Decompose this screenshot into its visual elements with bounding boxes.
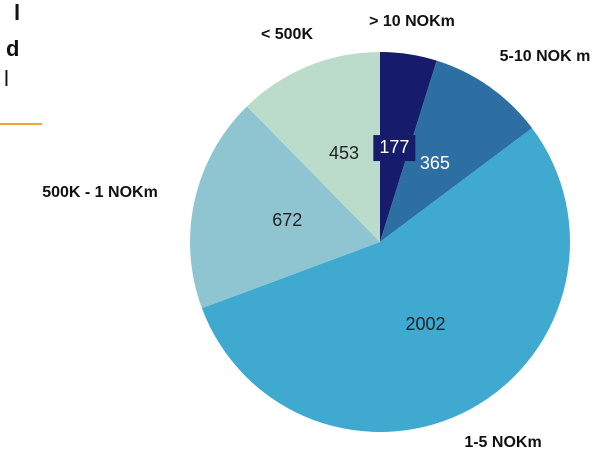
side-title-line: l — [14, 0, 20, 25]
value-label: 2002 — [405, 314, 445, 334]
value-label: 453 — [329, 143, 359, 163]
pie-slice — [190, 106, 380, 309]
category-label: > 10 NOKm — [369, 13, 455, 30]
value-label: 672 — [272, 210, 302, 230]
category-label: 5-10 NOK m — [500, 48, 591, 65]
category-label: 500K - 1 NOKm — [42, 184, 158, 201]
pie-slice — [380, 60, 533, 242]
side-title-line: l — [4, 66, 9, 91]
pie-slice — [201, 128, 570, 432]
value-label-box — [373, 135, 416, 162]
value-label: 365 — [420, 153, 450, 173]
value-label: 177 — [379, 137, 409, 157]
side-title-line: d — [6, 36, 19, 61]
category-label: < 500K — [261, 26, 313, 43]
pie-slice — [246, 52, 380, 242]
category-label: 1-5 NOKm — [464, 434, 541, 451]
